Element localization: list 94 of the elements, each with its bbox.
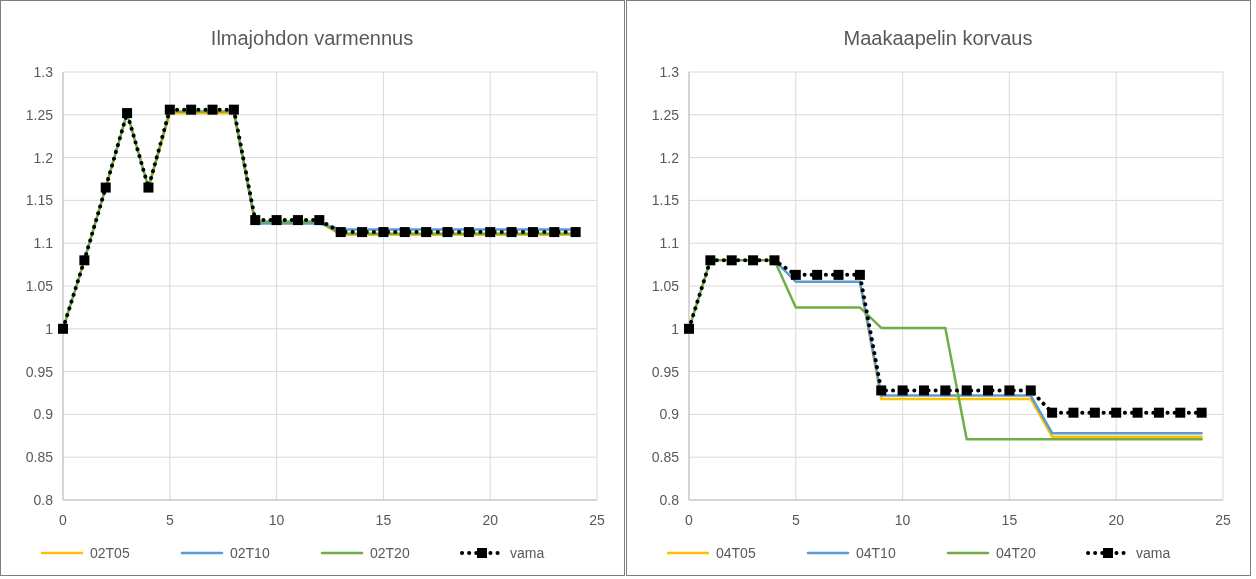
x-tick-label: 20 (482, 512, 499, 528)
point (186, 104, 197, 115)
point (399, 227, 410, 238)
point (292, 215, 303, 226)
point (726, 255, 737, 266)
legend-label: 02T10 (230, 545, 270, 561)
point (463, 227, 474, 238)
y-tick-label: 0.9 (659, 406, 680, 423)
legend-label: 04T20 (996, 545, 1036, 561)
y-tick-label: 1.15 (25, 192, 54, 209)
y-tick-label: 1.05 (651, 278, 680, 294)
point (378, 227, 389, 238)
point (1025, 385, 1036, 396)
point (876, 385, 887, 396)
y-tick-label: 1.25 (651, 106, 680, 123)
point (570, 227, 581, 238)
point (1175, 407, 1186, 418)
y-tick-label: 1.1 (33, 235, 54, 252)
point (357, 227, 368, 238)
point (854, 269, 865, 280)
y-tick-label: 1.15 (651, 192, 680, 209)
y-tick-label: 1 (671, 320, 680, 337)
point (527, 227, 538, 238)
point (421, 227, 432, 238)
chart-title: Ilmajohdon varmennus (210, 27, 414, 49)
point (1196, 407, 1207, 418)
y-tick-label: 1.3 (659, 64, 680, 80)
point (58, 323, 68, 334)
x-tick-label: 0 (685, 512, 694, 528)
y-tick-label: 1.05 (25, 278, 54, 294)
point (1047, 407, 1058, 418)
point (684, 323, 694, 334)
point (748, 255, 759, 266)
x-tick-label: 10 (894, 512, 911, 528)
chart-title: Maakaapelin korvaus (843, 27, 1033, 49)
x-tick-label: 20 (1108, 512, 1125, 528)
point (897, 385, 908, 396)
point (143, 182, 154, 193)
point (1089, 407, 1100, 418)
y-tick-label: 0.8 (33, 492, 54, 508)
point (1111, 407, 1122, 418)
point (271, 215, 282, 226)
point (506, 227, 517, 238)
point (769, 255, 780, 266)
point (790, 269, 801, 280)
x-tick-label: 5 (165, 512, 174, 528)
point (100, 182, 111, 193)
x-tick-label: 15 (1001, 512, 1018, 528)
legend-label: 04T05 (716, 545, 756, 561)
point (314, 215, 325, 226)
point (1132, 407, 1143, 418)
point (207, 104, 218, 115)
legend-label: 02T20 (370, 545, 410, 561)
x-tick-label: 25 (1215, 512, 1231, 528)
point (983, 385, 994, 396)
point (335, 227, 346, 238)
legend-label: vama (510, 545, 545, 561)
legend-label: 02T05 (90, 545, 130, 561)
point (705, 255, 716, 266)
y-tick-label: 0.95 (651, 363, 680, 380)
point (1068, 407, 1079, 418)
x-tick-label: 5 (791, 512, 800, 528)
y-tick-label: 1.1 (659, 235, 680, 252)
point (833, 269, 844, 280)
point (485, 227, 496, 238)
y-tick-label: 1.2 (33, 149, 54, 166)
point (122, 108, 133, 119)
x-tick-label: 15 (375, 512, 392, 528)
x-tick-label: 0 (59, 512, 68, 528)
point (918, 385, 929, 396)
point (961, 385, 972, 396)
point (442, 227, 453, 238)
y-tick-label: 1.25 (25, 106, 54, 123)
x-tick-label: 25 (589, 512, 605, 528)
point (79, 255, 90, 266)
point (1153, 407, 1164, 418)
point (250, 215, 261, 226)
y-tick-label: 0.85 (25, 449, 54, 466)
point (164, 104, 175, 115)
point (940, 385, 951, 396)
y-tick-label: 0.95 (25, 363, 54, 380)
point (549, 227, 560, 238)
legend-label: vama (1136, 545, 1171, 561)
y-tick-label: 0.9 (33, 406, 54, 423)
y-tick-label: 1.3 (33, 64, 54, 80)
y-tick-label: 1.2 (659, 149, 680, 166)
y-tick-label: 0.8 (659, 492, 680, 508)
point (812, 269, 823, 280)
point (228, 104, 239, 115)
y-tick-label: 1 (45, 320, 54, 337)
point (1004, 385, 1015, 396)
legend-label: 04T10 (856, 545, 896, 561)
x-tick-label: 10 (268, 512, 285, 528)
y-tick-label: 0.85 (651, 449, 680, 466)
